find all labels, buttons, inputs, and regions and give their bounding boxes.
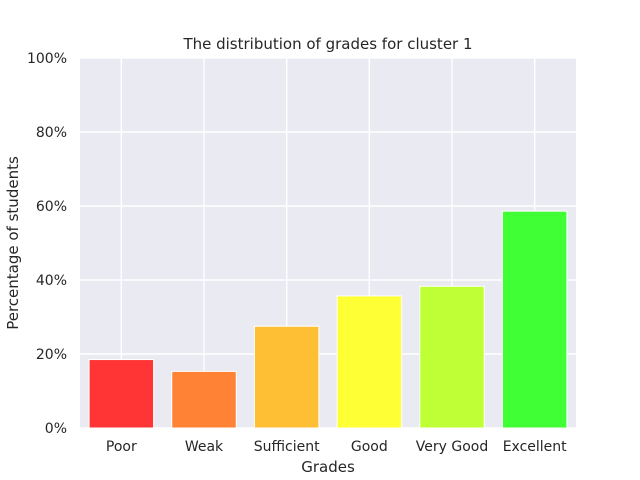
x-tick-label: Poor — [106, 439, 137, 455]
bar-weak — [171, 370, 237, 429]
y-tick-label: 80% — [36, 125, 67, 141]
y-tick-label: 0% — [45, 421, 67, 437]
plot-area — [80, 58, 576, 428]
x-tick-label: Weak — [185, 439, 224, 455]
x-tick-label: Good — [351, 439, 388, 455]
bar-excellent — [501, 210, 568, 429]
y-tick-labels: 0% 20% 40% 60% 80% 100% — [27, 51, 67, 437]
bar-good — [336, 295, 403, 429]
x-tick-label: Sufficient — [254, 439, 320, 455]
y-tick-label: 100% — [27, 51, 67, 67]
bar-sufficient — [253, 325, 320, 429]
bar-very-good — [419, 285, 485, 429]
chart-title: The distribution of grades for cluster 1 — [182, 35, 472, 53]
y-tick-label: 20% — [36, 347, 67, 363]
x-tick-label: Excellent — [503, 439, 567, 455]
bar-poor — [88, 359, 155, 429]
y-tick-label: 60% — [36, 199, 67, 215]
y-tick-label: 40% — [36, 273, 67, 289]
x-tick-labels: Poor Weak Sufficient Good Very Good Excellent — [106, 439, 567, 455]
x-tick-label: Very Good — [416, 439, 488, 455]
y-axis-label: Percentage of students — [4, 156, 22, 330]
bars — [88, 210, 568, 429]
x-axis-label: Grades — [301, 458, 355, 476]
